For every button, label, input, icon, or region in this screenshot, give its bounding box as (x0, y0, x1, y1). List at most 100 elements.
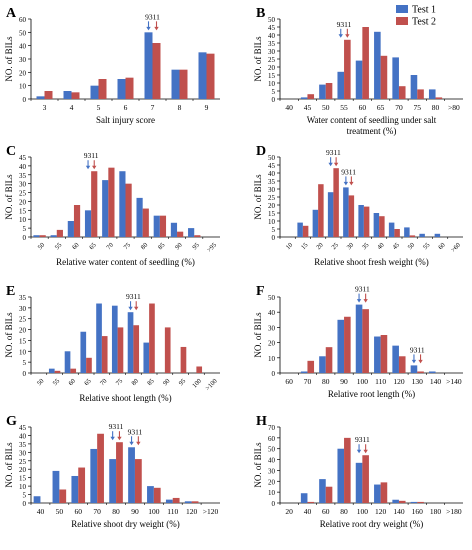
bar-test-2 (307, 360, 315, 373)
bar-test-1 (165, 499, 173, 503)
x-tick-label: 85 (146, 378, 156, 388)
bar-test-1 (319, 84, 326, 99)
marker-9311: 9311 (145, 12, 160, 31)
y-tick-label: 50 (19, 29, 27, 37)
y-tick-label: 45 (268, 162, 276, 170)
y-tick-label: 30 (19, 449, 27, 457)
y-tick-label: 10 (268, 80, 276, 88)
y-tick-label: 20 (19, 198, 27, 206)
bar-test-2 (196, 366, 203, 373)
marker-label: 9311 (128, 427, 143, 436)
y-tick-label: 25 (268, 194, 276, 202)
bar-test-1 (48, 368, 55, 373)
bar-test-2 (98, 79, 107, 99)
y-tick-label: 0 (23, 500, 27, 508)
bar-test-1 (52, 470, 60, 503)
marker-9311: 9311 (410, 345, 425, 364)
bar-test-1 (36, 96, 45, 99)
x-tick-label: 25 (330, 242, 340, 252)
bar-test-1 (136, 197, 143, 237)
bar-test-1 (337, 319, 345, 373)
y-tick-label: 30 (268, 186, 276, 194)
y-axis-label: NO. of BILs (4, 312, 14, 358)
arrow-down-icon (136, 441, 141, 446)
x-tick-label: >80 (448, 103, 460, 112)
x-tick-label: 80 (322, 377, 330, 386)
x-tick-label: >60 (450, 242, 462, 254)
bar-test-2 (394, 229, 400, 237)
panel-a: A 0 10 20 30 40 50 60 3 4 5 6 7 8 9 9311 NO. of BILs Salt… (4, 6, 220, 125)
bar-test-1 (410, 75, 418, 99)
y-tick-label: 0 (23, 96, 27, 104)
y-tick-label: 45 (268, 24, 276, 32)
y-tick-label: 70 (268, 424, 276, 432)
x-tick-label: >120 (203, 507, 219, 516)
x-tick-label: 50 (322, 103, 330, 112)
bar-test-2 (39, 235, 46, 237)
bar-test-2 (333, 168, 339, 237)
marker-9311: 9311 (128, 427, 143, 446)
bar-test-1 (388, 222, 395, 237)
x-tick-label: 40 (304, 507, 312, 516)
x-tick-label: 85 (157, 242, 167, 252)
y-tick-label: 40 (19, 432, 27, 440)
bar-test-2 (191, 501, 199, 503)
legend-swatch-test-1 (396, 5, 408, 13)
x-tick-label: >140 (446, 377, 462, 386)
arrow-down-icon (154, 26, 159, 31)
bar-test-2 (325, 486, 333, 503)
bar-test-2 (153, 487, 161, 503)
arrow-down-icon (85, 165, 91, 170)
bar-test-1 (392, 499, 399, 503)
panel-letter: D (256, 144, 266, 159)
bar-test-2 (417, 89, 424, 99)
bar-test-1 (127, 312, 134, 373)
x-axis-label: Relative shoot dry weight (%) (71, 519, 179, 529)
y-tick-label: 40 (268, 32, 276, 40)
bar-test-1 (50, 235, 57, 237)
bar-test-1 (428, 371, 436, 373)
bar-test-2 (325, 347, 333, 373)
x-tick-label: 60 (67, 378, 77, 388)
y-tick-label: 25 (19, 458, 27, 466)
x-tick-label: 40 (376, 242, 386, 252)
bar-test-1 (392, 57, 399, 99)
bar-test-2 (59, 489, 67, 503)
arrow-down-icon (129, 441, 134, 446)
y-tick-label: 60 (268, 435, 276, 443)
x-tick-label: 70 (93, 507, 101, 516)
arrow-down-icon (92, 165, 97, 170)
x-tick-label: 120 (393, 377, 405, 386)
y-axis-label: NO. of BILs (253, 442, 263, 488)
x-tick-label: 95 (178, 378, 188, 388)
y-tick-label: 10 (19, 483, 27, 491)
bar-test-1 (153, 215, 160, 237)
x-tick-label: 55 (52, 378, 62, 388)
x-tick-label: 80 (112, 507, 120, 516)
x-axis-label: Water content of seedling under salt trea… (307, 115, 437, 136)
bar-test-1 (319, 356, 326, 373)
y-axis-label: NO. of BILs (253, 36, 263, 82)
y-tick-label: 50 (268, 154, 276, 162)
x-tick-label: 60 (359, 103, 367, 112)
bar-test-2 (108, 167, 115, 237)
y-tick-label: 20 (268, 478, 276, 486)
x-tick-label: 7 (151, 103, 155, 112)
bar-test-2 (206, 53, 215, 99)
bar-test-2 (194, 235, 201, 237)
arrow-down-icon (146, 26, 151, 31)
panel-letter: G (6, 414, 17, 429)
bar-test-1 (84, 210, 92, 237)
y-tick-label: 35 (19, 294, 27, 302)
bar-test-2 (125, 183, 132, 237)
x-tick-label: 60 (437, 242, 447, 252)
x-tick-label: 60 (285, 377, 293, 386)
y-tick-label: 25 (19, 316, 27, 324)
bar-test-2 (159, 215, 167, 237)
bar-test-1 (90, 85, 99, 99)
legend-swatch-test-2 (396, 17, 408, 25)
y-tick-label: 30 (268, 324, 276, 332)
bar-test-2 (344, 39, 351, 99)
y-tick-label: 25 (268, 56, 276, 64)
y-tick-label: 5 (272, 226, 276, 234)
